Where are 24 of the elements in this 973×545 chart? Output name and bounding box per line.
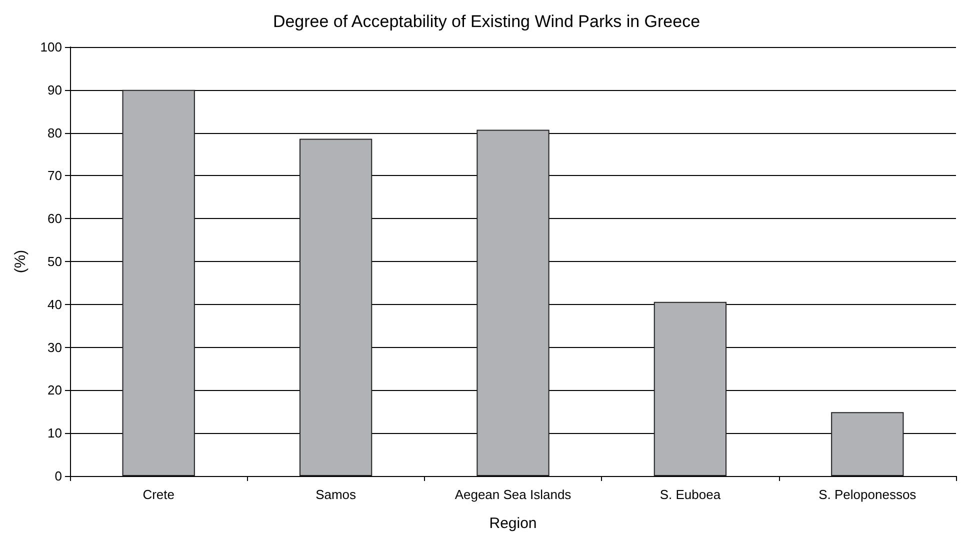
x-tick-label: Samos bbox=[316, 487, 357, 502]
bar bbox=[654, 302, 727, 476]
y-tick-label: 0 bbox=[54, 468, 62, 484]
bar bbox=[122, 90, 195, 476]
y-tick-label: 90 bbox=[48, 82, 62, 98]
x-axis-title: Region bbox=[489, 515, 537, 532]
y-tick-label: 70 bbox=[48, 168, 62, 184]
y-tick-label: 100 bbox=[40, 40, 62, 54]
y-tick-label: 40 bbox=[48, 296, 62, 312]
bar bbox=[299, 138, 372, 476]
x-tick-label: S. Peloponessos bbox=[818, 487, 917, 502]
y-tick-label: 30 bbox=[48, 340, 62, 355]
x-tick-label: Aegean Sea Islands bbox=[454, 487, 572, 502]
y-tick-label: 50 bbox=[48, 254, 62, 269]
x-tick-label: S. Euboea bbox=[660, 487, 722, 502]
y-tick-label: 10 bbox=[48, 426, 62, 441]
chart-title: Degree of Acceptability of Existing Wind Parks in Greece bbox=[272, 12, 700, 31]
y-tick-label: 80 bbox=[48, 125, 62, 140]
bar bbox=[831, 412, 904, 476]
x-tick-label: Crete bbox=[142, 487, 174, 502]
y-tick-label: 60 bbox=[48, 211, 62, 226]
y-axis-title: (%) bbox=[12, 250, 29, 274]
bar bbox=[476, 130, 550, 476]
y-tick-label: 20 bbox=[48, 382, 62, 398]
